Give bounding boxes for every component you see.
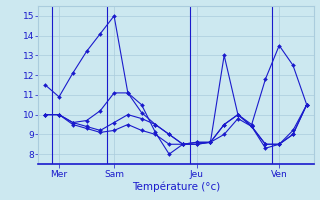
X-axis label: Température (°c): Température (°c) xyxy=(132,181,220,192)
